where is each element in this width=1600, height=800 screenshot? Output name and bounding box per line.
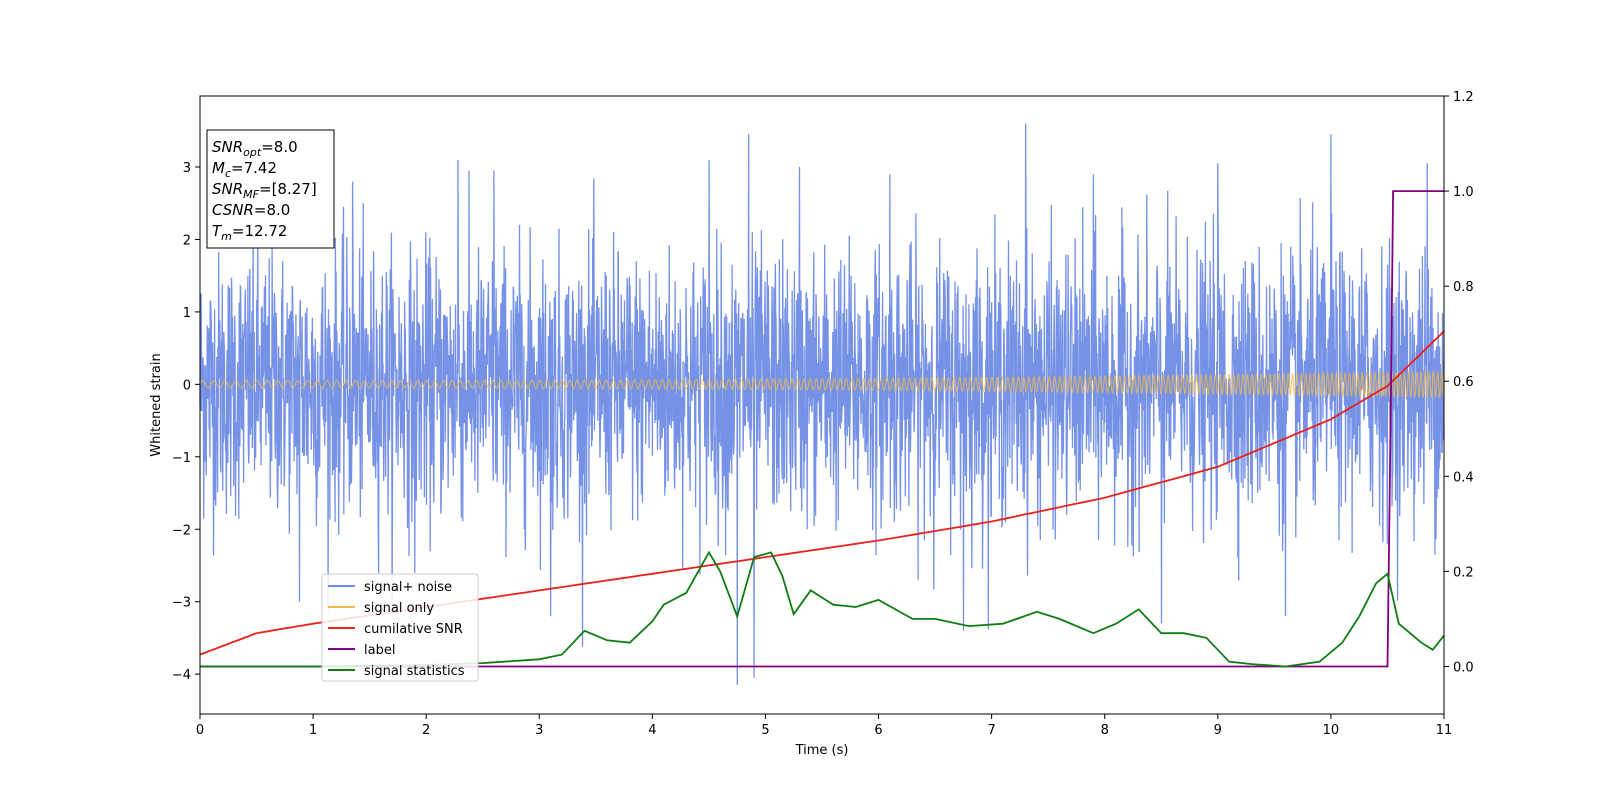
y-axis-label: Whitened strain bbox=[149, 353, 164, 456]
legend-label: label bbox=[364, 643, 395, 658]
x-tick-label: 7 bbox=[987, 723, 995, 738]
y2-tick-label: 0.4 bbox=[1453, 470, 1474, 485]
y-tick-label: 3 bbox=[183, 161, 191, 176]
info-line: SNRMF=[8.27] bbox=[212, 180, 317, 201]
y2-tick-label: 0.6 bbox=[1453, 375, 1474, 390]
x-tick-label: 6 bbox=[874, 723, 882, 738]
legend: signal+ noise signal only cumilative SNR la… bbox=[321, 573, 479, 682]
y2-tick-label: 0.8 bbox=[1453, 280, 1474, 295]
x-tick-label: 11 bbox=[1436, 723, 1453, 738]
x-tick-label: 2 bbox=[422, 723, 430, 738]
x-tick-label: 1 bbox=[309, 723, 317, 738]
info-line: CSNR=8.0 bbox=[212, 201, 290, 219]
x-tick-label: 10 bbox=[1323, 723, 1340, 738]
y-tick-label: −2 bbox=[172, 523, 191, 538]
y-tick-label: −3 bbox=[172, 596, 191, 611]
signal-only-line bbox=[199, 369, 1445, 400]
legend-label: cumilative SNR bbox=[364, 622, 463, 637]
x-tick-label: 9 bbox=[1214, 723, 1222, 738]
y2-tick-label: 1.0 bbox=[1453, 185, 1474, 200]
x-tick-label: 5 bbox=[761, 723, 769, 738]
signal-noise-line bbox=[199, 123, 1445, 686]
y-tick-label: −1 bbox=[172, 451, 191, 466]
signal-statistics-line bbox=[200, 550, 1445, 668]
x-tick-label: 4 bbox=[648, 723, 656, 738]
y-tick-label: 1 bbox=[183, 306, 191, 321]
y2-tick-label: 1.2 bbox=[1453, 90, 1474, 105]
y-tick-label: −4 bbox=[172, 668, 191, 683]
plot-frame bbox=[199, 95, 1445, 715]
x-axis-label: Time (s) bbox=[795, 743, 849, 758]
y-axis-right: 0.0 0.2 0.4 0.6 0.8 1.0 1.2 bbox=[1444, 90, 1474, 675]
legend-label: signal statistics bbox=[364, 664, 465, 679]
label-line bbox=[200, 190, 1444, 668]
info-line: Mc=7.42 bbox=[212, 159, 277, 180]
y2-tick-label: 0.0 bbox=[1453, 660, 1474, 675]
y-tick-label: 2 bbox=[183, 233, 191, 248]
x-tick-label: 3 bbox=[535, 723, 543, 738]
signal-noise-series bbox=[199, 123, 1445, 686]
info-line: SNRopt=8.0 bbox=[212, 138, 298, 159]
legend-label: signal only bbox=[364, 601, 434, 616]
x-tick-label: 0 bbox=[196, 723, 204, 738]
info-line: Tm=12.72 bbox=[212, 222, 287, 243]
y-tick-label: 0 bbox=[183, 378, 191, 393]
info-box-frame bbox=[206, 129, 335, 249]
y2-tick-label: 0.2 bbox=[1453, 565, 1474, 580]
x-tick-label: 8 bbox=[1101, 723, 1109, 738]
signal-only-series bbox=[199, 369, 1445, 400]
legend-label: signal+ noise bbox=[364, 580, 452, 595]
legend-frame bbox=[321, 573, 479, 682]
y-axis-left: −4 −3 −2 −1 0 1 2 3 bbox=[172, 161, 200, 683]
x-axis: 0 1 2 3 4 5 6 7 8 9 10 11 bbox=[196, 714, 1452, 738]
